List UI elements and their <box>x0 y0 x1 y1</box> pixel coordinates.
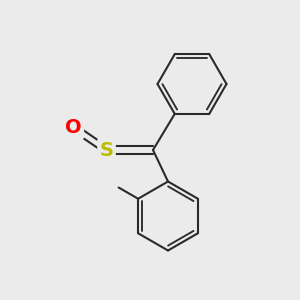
Text: O: O <box>65 118 82 137</box>
Text: S: S <box>100 140 113 160</box>
